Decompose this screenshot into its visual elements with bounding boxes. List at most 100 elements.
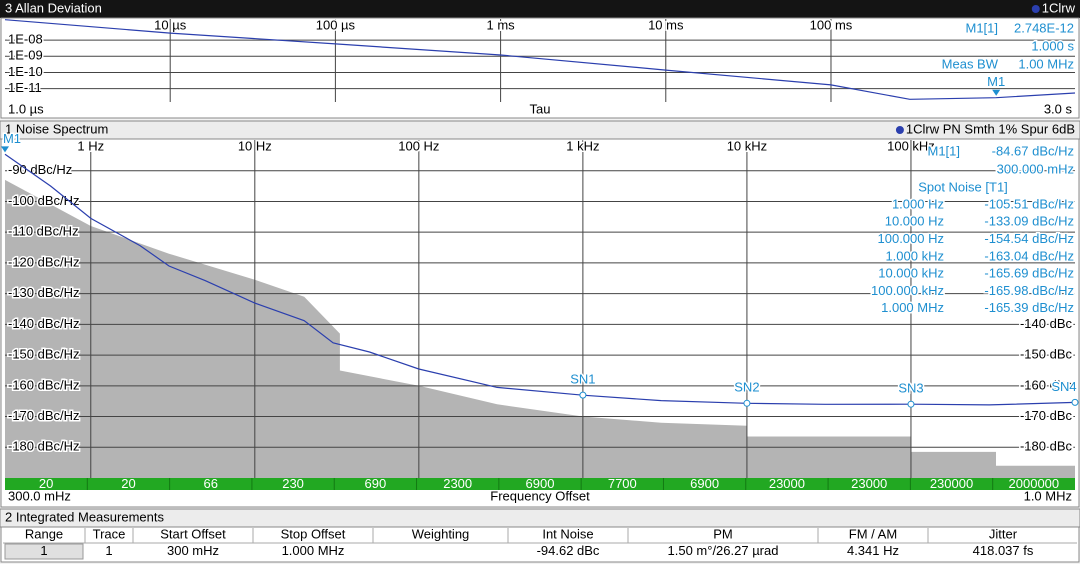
segment-label: 2000000 bbox=[1009, 476, 1060, 491]
segment-label: 7700 bbox=[608, 476, 637, 491]
spot-noise-value: -165.69 dBc/Hz bbox=[984, 266, 1074, 281]
marker-symbol bbox=[1, 146, 9, 153]
column-header: Int Noise bbox=[542, 526, 593, 541]
marker-symbol bbox=[743, 399, 751, 407]
segment-label: 690 bbox=[365, 476, 387, 491]
marker-symbol bbox=[1071, 398, 1079, 406]
cell-value: -94.62 dBc bbox=[537, 543, 600, 558]
y-tick-label: 1E-10 bbox=[8, 64, 43, 79]
marker-label: M1 bbox=[987, 74, 1005, 89]
panel-title: 2 Integrated Measurements bbox=[5, 509, 164, 524]
spot-noise-title: Spot Noise [T1] bbox=[918, 179, 1008, 194]
column-header: Start Offset bbox=[160, 526, 226, 541]
segment-label: 6900 bbox=[526, 476, 555, 491]
range-cell bbox=[4, 543, 84, 560]
spot-noise-value: -154.54 dBc/Hz bbox=[984, 231, 1074, 246]
spot-noise-value: -133.09 dBc/Hz bbox=[984, 214, 1074, 229]
marker-readout: 1.000 s bbox=[1031, 38, 1074, 53]
y-tick-label: -110 dBc/Hz bbox=[8, 224, 79, 239]
y-tick-label: -130 dBc/Hz bbox=[8, 285, 80, 300]
y-tick-label: -120 dBc/Hz bbox=[8, 254, 80, 269]
marker-label: SN4 bbox=[1051, 379, 1076, 394]
x-tick-label: 1 Hz bbox=[77, 138, 104, 153]
y2-tick-label: -150 dBc bbox=[1020, 347, 1073, 362]
column-header: Range bbox=[25, 526, 63, 541]
segment-label: 23000 bbox=[851, 476, 887, 491]
spot-noise-frequency: 100.000 Hz bbox=[878, 231, 945, 246]
x-tick-label: 100 ms bbox=[810, 17, 853, 32]
segment-label: 2300 bbox=[443, 476, 472, 491]
cell-value: 1.000 MHz bbox=[282, 543, 345, 558]
cell-value: 300 mHz bbox=[167, 543, 219, 558]
y2-tick-label: -160 dBc bbox=[1020, 377, 1073, 392]
x-axis-title: Tau bbox=[530, 101, 551, 116]
marker-label: M1 bbox=[3, 131, 21, 146]
cell-value: 1.50 m°/26.27 µrad bbox=[668, 543, 779, 558]
trace-label: 1Clrw bbox=[1042, 0, 1076, 15]
threshold-area bbox=[5, 179, 1075, 478]
spot-noise-value: -105.51 dBc/Hz bbox=[984, 196, 1074, 211]
marker-readout: M1[1] bbox=[927, 143, 960, 158]
x-start-label: 300.0 mHz bbox=[8, 488, 71, 503]
y2-tick-label: -140 dBc bbox=[1020, 316, 1073, 331]
column-header: Jitter bbox=[989, 526, 1018, 541]
trace-indicator bbox=[895, 126, 904, 134]
spot-noise-frequency: 1.000 kHz bbox=[885, 248, 944, 263]
column-header: Weighting bbox=[412, 526, 470, 541]
spot-noise-frequency: 1.000 Hz bbox=[892, 196, 944, 211]
segment-label: 6900 bbox=[690, 476, 719, 491]
marker-label: SN2 bbox=[734, 380, 759, 395]
segment-label: 20 bbox=[121, 476, 135, 491]
spot-noise-frequency: 10.000 kHz bbox=[878, 266, 944, 281]
y-tick-label: 1E-11 bbox=[8, 80, 42, 95]
y-tick-label: -170 dBc/Hz bbox=[8, 408, 80, 423]
trace-label: 1Clrw PN Smth 1% Spur 6dB bbox=[906, 121, 1075, 136]
column-header: PM bbox=[713, 526, 733, 541]
cell-value: 418.037 fs bbox=[973, 543, 1034, 558]
segment-label: 66 bbox=[204, 476, 218, 491]
trace-line bbox=[4, 19, 1076, 100]
marker-readout: Meas BW bbox=[942, 56, 999, 71]
y2-tick-label: -170 dBc bbox=[1020, 408, 1073, 423]
segment-bar bbox=[5, 478, 1075, 490]
x-stop-label: 1.0 MHz bbox=[1024, 488, 1072, 503]
x-tick-label: 10 µs bbox=[154, 17, 187, 32]
segment-label: 230000 bbox=[930, 476, 973, 491]
y2-tick-label: -180 dBc bbox=[1020, 439, 1073, 454]
cell-value: 1 bbox=[105, 543, 112, 558]
marker-readout: M1[1] bbox=[965, 20, 998, 35]
integrated-panel bbox=[0, 526, 1080, 563]
y-tick-label: -140 dBc/Hz bbox=[8, 316, 80, 331]
spot-noise-frequency: 10.000 Hz bbox=[885, 214, 944, 229]
spot-noise-value: -165.98 dBc/Hz bbox=[984, 283, 1074, 298]
segment-label: 230 bbox=[282, 476, 304, 491]
trace-line bbox=[4, 153, 1076, 406]
y-tick-label: 1E-08 bbox=[8, 32, 43, 47]
marker-label: SN1 bbox=[570, 372, 595, 387]
y-tick-label: 1E-09 bbox=[8, 48, 43, 63]
x-tick-label: 1 kHz bbox=[566, 138, 599, 153]
segment-label: 23000 bbox=[769, 476, 805, 491]
marker-symbol bbox=[992, 89, 1001, 96]
marker-readout: -84.67 dBc/Hz bbox=[992, 143, 1074, 158]
marker-symbol bbox=[579, 391, 587, 399]
marker-readout: 1.00 MHz bbox=[1018, 56, 1074, 71]
x-tick-label: 10 Hz bbox=[238, 138, 272, 153]
x-stop-label: 3.0 s bbox=[1044, 101, 1073, 116]
x-tick-label: 100 µs bbox=[316, 17, 356, 32]
cell-value: 4.341 Hz bbox=[847, 543, 899, 558]
x-start-label: 1.0 µs bbox=[8, 101, 44, 116]
marker-readout: 300.000 mHz bbox=[997, 161, 1074, 176]
column-header: Trace bbox=[93, 526, 126, 541]
trace-indicator bbox=[1031, 5, 1040, 13]
y-tick-label: -90 dBc/Hz bbox=[8, 162, 72, 177]
segment-label: 20 bbox=[39, 476, 53, 491]
allan-title-bar bbox=[0, 0, 1080, 18]
marker-readout: 2.748E-12 bbox=[1014, 20, 1074, 35]
spot-noise-value: -163.04 dBc/Hz bbox=[984, 248, 1074, 263]
x-axis-title: Frequency Offset bbox=[490, 488, 590, 503]
x-tick-label: 100 Hz bbox=[398, 138, 439, 153]
marker-label: SN3 bbox=[898, 381, 923, 396]
